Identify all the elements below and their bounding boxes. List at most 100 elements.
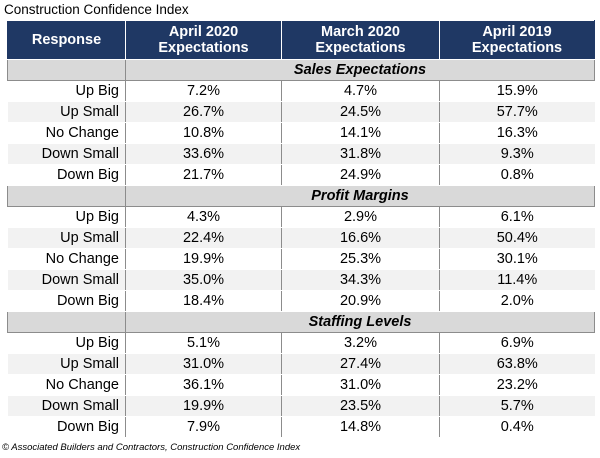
table-row: Down Big 21.7% 24.9% 0.8% xyxy=(7,164,595,186)
table-row: Up Big 4.3% 2.9% 6.1% xyxy=(7,206,595,228)
value-cell-march-2020: 34.3% xyxy=(281,269,440,291)
value-cell-april-2019: 2.0% xyxy=(439,290,595,312)
table-row: Up Small 26.7% 24.5% 57.7% xyxy=(7,101,595,123)
table-row: No Change 36.1% 31.0% 23.2% xyxy=(7,374,595,396)
value-cell-april-2019: 5.7% xyxy=(439,395,595,417)
section-blank-cell xyxy=(7,311,126,333)
table-row: Down Small 19.9% 23.5% 5.7% xyxy=(7,395,595,417)
value-cell-april-2020: 4.3% xyxy=(125,206,282,228)
response-label: No Change xyxy=(7,374,126,396)
header-april-2020-line1: April 2020 xyxy=(168,24,239,40)
header-april-2019-line1: April 2019 xyxy=(482,24,552,40)
value-cell-march-2020: 20.9% xyxy=(281,290,440,312)
response-label: Up Small xyxy=(7,227,126,249)
response-label: Down Small xyxy=(7,269,126,291)
header-april-2020-line2: Expectations xyxy=(158,40,249,56)
response-label: No Change xyxy=(7,122,126,144)
section-blank-cell xyxy=(7,185,126,207)
value-cell-april-2019: 0.8% xyxy=(439,164,595,186)
value-cell-march-2020: 31.8% xyxy=(281,143,440,165)
value-cell-april-2019: 6.9% xyxy=(439,332,595,354)
value-cell-march-2020: 23.5% xyxy=(281,395,440,417)
value-cell-march-2020: 4.7% xyxy=(281,80,440,102)
value-cell-april-2020: 21.7% xyxy=(125,164,282,186)
response-label: No Change xyxy=(7,248,126,270)
response-label: Up Small xyxy=(7,353,126,375)
section-title: Profit Margins xyxy=(125,185,595,207)
value-cell-april-2019: 16.3% xyxy=(439,122,595,144)
response-label: Down Small xyxy=(7,395,126,417)
section-header-row: Staffing Levels xyxy=(7,311,595,333)
value-cell-april-2020: 19.9% xyxy=(125,248,282,270)
value-cell-march-2020: 27.4% xyxy=(281,353,440,375)
value-cell-april-2019: 6.1% xyxy=(439,206,595,228)
value-cell-april-2020: 26.7% xyxy=(125,101,282,123)
table-row: Down Small 33.6% 31.8% 9.3% xyxy=(7,143,595,165)
value-cell-april-2020: 7.9% xyxy=(125,416,282,438)
value-cell-march-2020: 14.8% xyxy=(281,416,440,438)
value-cell-march-2020: 16.6% xyxy=(281,227,440,249)
header-march-2020: March 2020 Expectations xyxy=(281,20,440,60)
header-march-2020-line1: March 2020 xyxy=(321,24,400,40)
value-cell-april-2020: 33.6% xyxy=(125,143,282,165)
value-cell-april-2020: 31.0% xyxy=(125,353,282,375)
chart-title: Construction Confidence Index xyxy=(4,2,189,17)
response-label: Up Big xyxy=(7,206,126,228)
header-april-2020: April 2020 Expectations xyxy=(125,20,282,60)
value-cell-april-2019: 63.8% xyxy=(439,353,595,375)
value-cell-april-2020: 10.8% xyxy=(125,122,282,144)
header-response-label: Response xyxy=(31,32,102,48)
header-march-2020-line2: Expectations xyxy=(315,40,406,56)
table-row: No Change 10.8% 14.1% 16.3% xyxy=(7,122,595,144)
section-title: Sales Expectations xyxy=(125,59,595,81)
header-response: Response xyxy=(7,20,126,60)
response-label: Down Big xyxy=(7,164,126,186)
value-cell-april-2019: 23.2% xyxy=(439,374,595,396)
response-label: Down Small xyxy=(7,143,126,165)
section-title: Staffing Levels xyxy=(125,311,595,333)
value-cell-april-2020: 18.4% xyxy=(125,290,282,312)
section-header-row: Profit Margins xyxy=(7,185,595,207)
value-cell-april-2020: 19.9% xyxy=(125,395,282,417)
response-label: Up Big xyxy=(7,332,126,354)
table-row: Up Big 7.2% 4.7% 15.9% xyxy=(7,80,595,102)
value-cell-april-2019: 0.4% xyxy=(439,416,595,438)
table-row: Up Big 5.1% 3.2% 6.9% xyxy=(7,332,595,354)
table-body: Sales Expectations Up Big 7.2% 4.7% 15.9% Up … xyxy=(7,59,595,438)
table-row: No Change 19.9% 25.3% 30.1% xyxy=(7,248,595,270)
value-cell-april-2019: 50.4% xyxy=(439,227,595,249)
value-cell-march-2020: 24.5% xyxy=(281,101,440,123)
value-cell-april-2019: 57.7% xyxy=(439,101,595,123)
table-row: Up Small 22.4% 16.6% 50.4% xyxy=(7,227,595,249)
value-cell-april-2020: 36.1% xyxy=(125,374,282,396)
table-row: Up Small 31.0% 27.4% 63.8% xyxy=(7,353,595,375)
table-row: Down Big 7.9% 14.8% 0.4% xyxy=(7,416,595,438)
value-cell-march-2020: 2.9% xyxy=(281,206,440,228)
source-note: © Associated Builders and Contractors, C… xyxy=(2,442,301,453)
value-cell-april-2020: 7.2% xyxy=(125,80,282,102)
response-label: Up Small xyxy=(7,101,126,123)
value-cell-april-2020: 5.1% xyxy=(125,332,282,354)
value-cell-march-2020: 31.0% xyxy=(281,374,440,396)
value-cell-march-2020: 24.9% xyxy=(281,164,440,186)
value-cell-april-2019: 9.3% xyxy=(439,143,595,165)
response-label: Up Big xyxy=(7,80,126,102)
confidence-table: Response April 2020 Expectations March 2… xyxy=(7,20,595,438)
value-cell-march-2020: 3.2% xyxy=(281,332,440,354)
header-april-2019: April 2019 Expectations xyxy=(439,20,595,60)
header-row: Response April 2020 Expectations March 2… xyxy=(7,20,595,60)
value-cell-april-2019: 15.9% xyxy=(439,80,595,102)
table-row: Down Small 35.0% 34.3% 11.4% xyxy=(7,269,595,291)
value-cell-march-2020: 25.3% xyxy=(281,248,440,270)
section-header-row: Sales Expectations xyxy=(7,59,595,81)
value-cell-april-2020: 35.0% xyxy=(125,269,282,291)
value-cell-april-2019: 11.4% xyxy=(439,269,595,291)
section-blank-cell xyxy=(7,59,126,81)
value-cell-april-2019: 30.1% xyxy=(439,248,595,270)
header-april-2019-line2: Expectations xyxy=(471,40,563,56)
value-cell-march-2020: 14.1% xyxy=(281,122,440,144)
value-cell-april-2020: 22.4% xyxy=(125,227,282,249)
response-label: Down Big xyxy=(7,290,126,312)
table-row: Down Big 18.4% 20.9% 2.0% xyxy=(7,290,595,312)
response-label: Down Big xyxy=(7,416,126,438)
